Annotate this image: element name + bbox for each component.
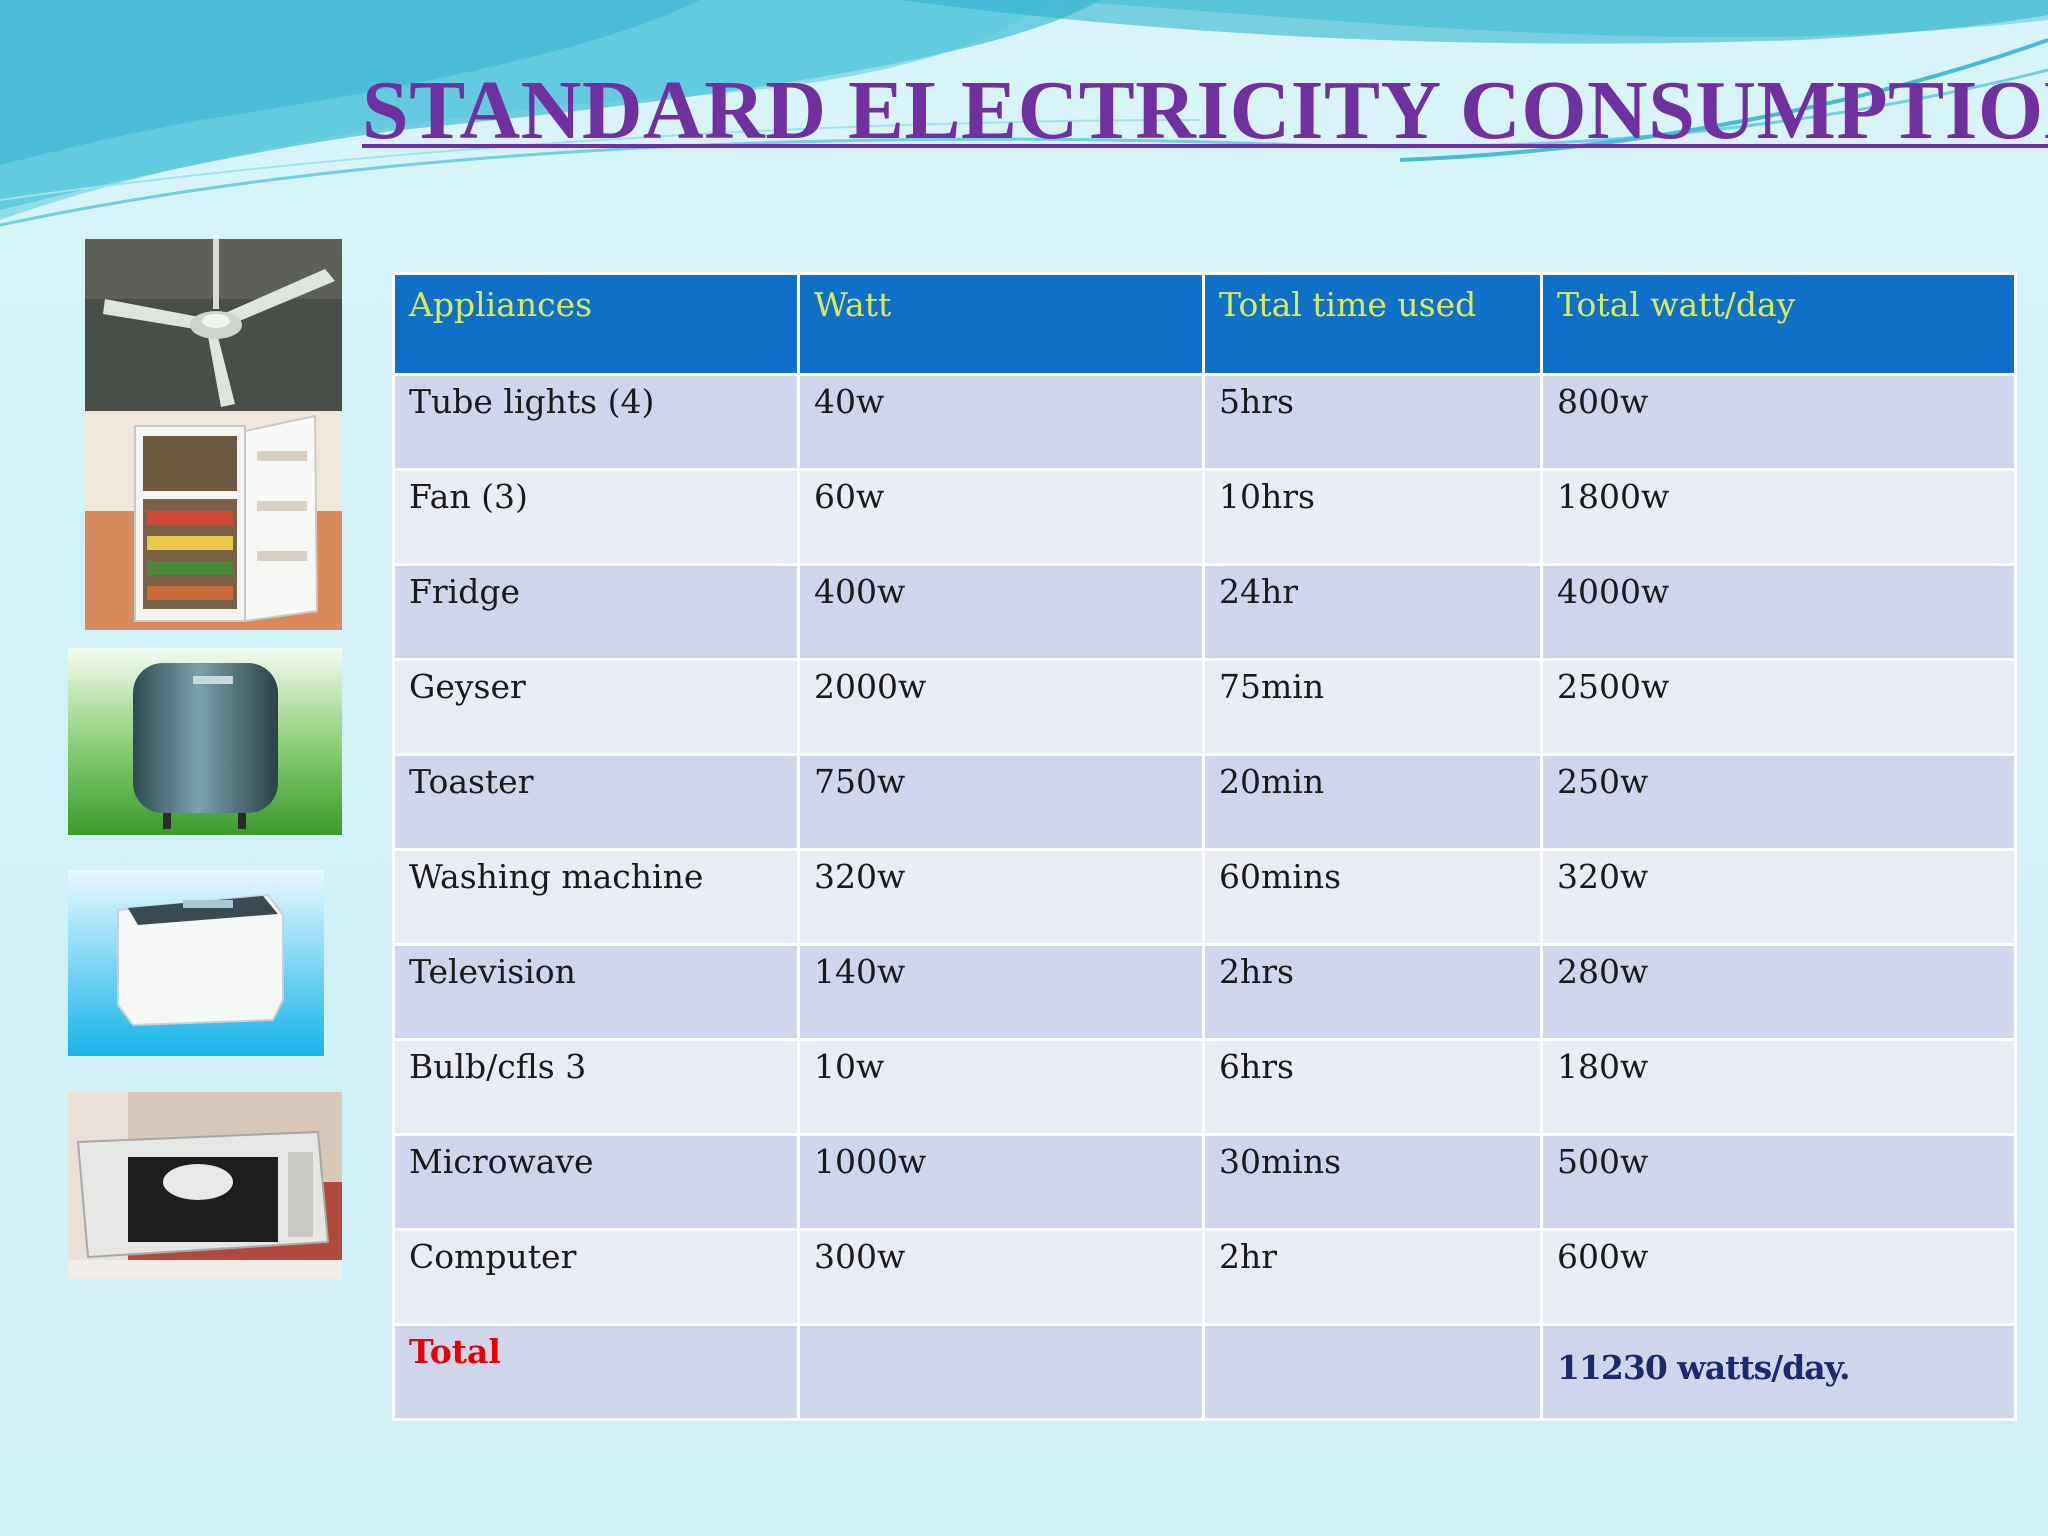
watt-cell: 10w [797, 1038, 1205, 1136]
time-cell: 5hrs [1202, 373, 1543, 471]
appliance-cell: Fan (3) [392, 468, 800, 566]
appliance-cell: Geyser [392, 658, 800, 756]
table-row: Washing machine 320w 60mins 320w [392, 848, 2017, 946]
watt-cell: 320w [797, 848, 1205, 946]
watt-day-cell: 1800w [1540, 468, 2017, 566]
microwave-image [68, 1092, 342, 1279]
consumption-table: Appliances Watt Total time used Total wa… [392, 272, 2017, 1421]
appliance-cell: Bulb/cfls 3 [392, 1038, 800, 1136]
header-total-time-used: Total time used [1202, 272, 1543, 376]
time-cell: 24hr [1202, 563, 1543, 661]
watt-day-cell: 280w [1540, 943, 2017, 1041]
table-row: Tube lights (4) 40w 5hrs 800w [392, 373, 2017, 471]
watt-day-cell: 180w [1540, 1038, 2017, 1136]
watt-day-cell: 2500w [1540, 658, 2017, 756]
table-total-row: Total 11230 watts/day. [392, 1323, 2017, 1421]
watt-day-cell: 4000w [1540, 563, 2017, 661]
header-wave-decoration [0, 0, 2048, 227]
time-cell: 2hrs [1202, 943, 1543, 1041]
watt-cell: 60w [797, 468, 1205, 566]
geyser-image [68, 648, 342, 835]
watt-day-cell: 600w [1540, 1228, 2017, 1326]
ceiling-fan-image [85, 239, 342, 411]
table-row: Geyser 2000w 75min 2500w [392, 658, 2017, 756]
header-appliances: Appliances [392, 272, 800, 376]
table-row: Toaster 750w 20min 250w [392, 753, 2017, 851]
appliance-cell: Washing machine [392, 848, 800, 946]
watt-day-cell: 800w [1540, 373, 2017, 471]
total-value: 11230 watts/day. [1540, 1323, 2017, 1421]
header-total-watt-day: Total watt/day [1540, 272, 2017, 376]
watt-cell: 140w [797, 943, 1205, 1041]
page-title: STANDARD ELECTRICITY CONSUMPTION : H [362, 64, 2048, 157]
appliance-cell: Fridge [392, 563, 800, 661]
watt-cell: 750w [797, 753, 1205, 851]
watt-cell: 2000w [797, 658, 1205, 756]
watt-day-cell: 250w [1540, 753, 2017, 851]
header-watt: Watt [797, 272, 1205, 376]
appliance-cell: Microwave [392, 1133, 800, 1231]
time-cell: 10hrs [1202, 468, 1543, 566]
table-row: Microwave 1000w 30mins 500w [392, 1133, 2017, 1231]
time-cell: 6hrs [1202, 1038, 1543, 1136]
table-row: Fridge 400w 24hr 4000w [392, 563, 2017, 661]
watt-cell: 1000w [797, 1133, 1205, 1231]
appliance-cell: Computer [392, 1228, 800, 1326]
fridge-image [85, 411, 342, 630]
table-row: Television 140w 2hrs 280w [392, 943, 2017, 1041]
watt-day-cell: 500w [1540, 1133, 2017, 1231]
appliance-cell: Television [392, 943, 800, 1041]
appliance-cell: Tube lights (4) [392, 373, 800, 471]
table-row: Computer 300w 2hr 600w [392, 1228, 2017, 1326]
time-cell: 2hr [1202, 1228, 1543, 1326]
table-row: Fan (3) 60w 10hrs 1800w [392, 468, 2017, 566]
time-cell: 60mins [1202, 848, 1543, 946]
washing-machine-image [68, 870, 324, 1056]
watt-cell: 40w [797, 373, 1205, 471]
total-label: Total [392, 1323, 800, 1421]
empty-cell [1202, 1323, 1543, 1421]
empty-cell [797, 1323, 1205, 1421]
watt-cell: 300w [797, 1228, 1205, 1326]
table-row: Bulb/cfls 3 10w 6hrs 180w [392, 1038, 2017, 1136]
watt-day-cell: 320w [1540, 848, 2017, 946]
watt-cell: 400w [797, 563, 1205, 661]
time-cell: 75min [1202, 658, 1543, 756]
time-cell: 20min [1202, 753, 1543, 851]
table-header-row: Appliances Watt Total time used Total wa… [392, 272, 2017, 376]
time-cell: 30mins [1202, 1133, 1543, 1231]
appliance-cell: Toaster [392, 753, 800, 851]
